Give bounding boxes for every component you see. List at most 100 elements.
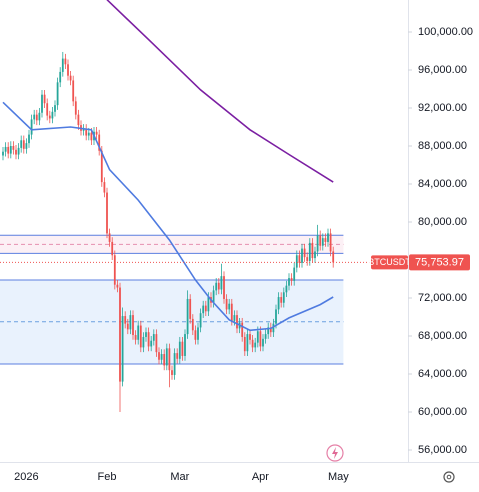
candle-body xyxy=(202,305,205,314)
candle-body xyxy=(113,255,116,285)
candle-body xyxy=(132,315,134,336)
candle-body xyxy=(321,238,324,246)
candle-body xyxy=(30,119,33,135)
candle-body xyxy=(74,101,77,115)
candle-body xyxy=(290,278,293,281)
candle-body xyxy=(22,140,25,149)
y-tick-label: 56,000.00 xyxy=(418,444,467,456)
y-tick-label: 88,000.00 xyxy=(418,140,467,152)
x-tick-label: Feb xyxy=(98,471,117,483)
candle-body xyxy=(233,315,236,321)
candle-body xyxy=(184,334,186,356)
symbol-label: BTCUSDT xyxy=(368,257,411,267)
candle-body xyxy=(119,287,121,382)
candle-body xyxy=(168,348,171,371)
candle-body xyxy=(303,248,306,258)
candle-body xyxy=(327,233,329,242)
candle-body xyxy=(306,257,309,261)
settings-icon[interactable] xyxy=(443,471,455,483)
candle-body xyxy=(178,341,181,359)
candle-body xyxy=(295,255,298,268)
candle-body xyxy=(228,303,231,310)
candle-body xyxy=(20,140,23,148)
candle-body xyxy=(285,285,288,293)
candle-body xyxy=(324,238,327,242)
candle-body xyxy=(95,131,98,135)
candle-body xyxy=(249,334,251,340)
x-tick-label: Mar xyxy=(170,471,189,483)
candle-body xyxy=(48,115,51,119)
ma-line xyxy=(106,0,334,183)
y-tick-label: 92,000.00 xyxy=(418,102,467,114)
candle-body xyxy=(61,58,64,72)
candle-body xyxy=(111,241,114,256)
candle-body xyxy=(272,323,275,333)
y-tick-label: 80,000.00 xyxy=(418,216,467,228)
candle-body xyxy=(308,242,311,261)
candle-body xyxy=(314,251,316,259)
candle-body xyxy=(288,278,290,286)
candle-body xyxy=(223,276,225,299)
candle-body xyxy=(171,370,173,375)
candle-body xyxy=(243,336,246,352)
candle-body xyxy=(25,143,28,149)
candle-body xyxy=(87,132,90,136)
y-tick-label: 96,000.00 xyxy=(418,64,467,76)
candle-body xyxy=(275,309,277,324)
candle-body xyxy=(176,353,179,359)
candle-body xyxy=(28,134,30,144)
candle-body xyxy=(319,235,322,246)
candle-body xyxy=(241,322,244,337)
candle-body xyxy=(215,282,218,291)
y-tick-label: 100,000.00 xyxy=(418,26,473,38)
candle-body xyxy=(64,58,67,65)
candle-body xyxy=(137,325,140,340)
y-tick-label: 68,000.00 xyxy=(418,330,467,342)
candle-body xyxy=(316,235,319,252)
candle-body xyxy=(12,145,15,150)
candle-body xyxy=(189,298,192,319)
candle-body xyxy=(7,146,10,154)
candle-body xyxy=(181,341,184,356)
ma-line xyxy=(2,101,334,332)
y-tick-label: 64,000.00 xyxy=(418,368,467,380)
candle-body xyxy=(212,290,215,303)
candle-body xyxy=(186,298,189,335)
candle-body xyxy=(106,192,108,234)
x-tick-label: 2026 xyxy=(14,471,38,483)
y-tick-label: 72,000.00 xyxy=(418,292,467,304)
x-tick-label: May xyxy=(328,471,349,483)
candle-body xyxy=(59,71,62,83)
candle-body xyxy=(163,354,166,366)
price-tag xyxy=(409,254,470,271)
candle-body xyxy=(139,325,142,348)
candle-body xyxy=(4,146,7,152)
candle-body xyxy=(17,147,20,155)
candle-body xyxy=(329,233,332,252)
candle-body xyxy=(204,305,207,312)
candle-body xyxy=(225,298,228,310)
candle-body xyxy=(72,80,75,102)
candle-body xyxy=(129,315,132,330)
candle-body xyxy=(191,318,194,331)
candle-body xyxy=(51,111,54,119)
candle-body xyxy=(142,336,145,348)
candle-body xyxy=(197,327,199,340)
candle-body xyxy=(85,128,88,136)
candle-body xyxy=(90,132,93,141)
candle-body xyxy=(124,316,127,324)
lightning-icon[interactable] xyxy=(326,444,344,462)
candle-body xyxy=(69,75,72,81)
symbol-tag xyxy=(371,255,408,270)
candle-body xyxy=(230,303,233,321)
candle-body xyxy=(277,297,280,310)
candle-body xyxy=(217,282,220,290)
candle-body xyxy=(311,242,314,259)
candle-body xyxy=(15,149,17,155)
candle-body xyxy=(207,297,210,312)
candle-body xyxy=(108,233,111,242)
candle-body xyxy=(103,182,106,193)
candle-body xyxy=(43,94,46,104)
candle-body xyxy=(98,134,101,151)
